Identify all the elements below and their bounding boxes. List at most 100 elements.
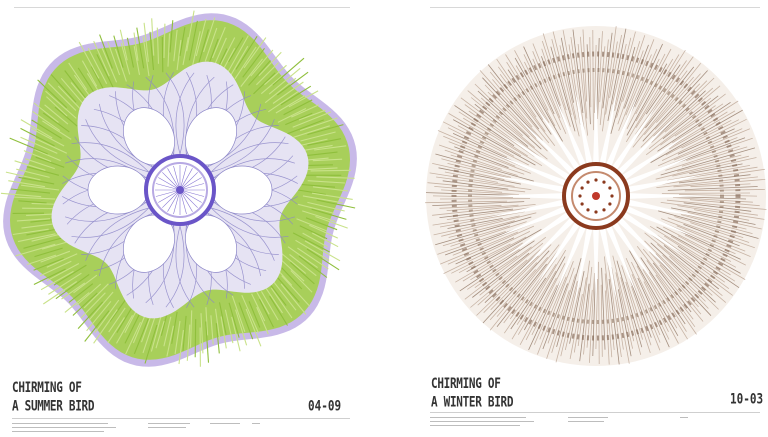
feather-stroke	[510, 277, 547, 330]
foliage-stroke	[289, 253, 317, 277]
foliage-stroke	[195, 18, 207, 57]
foliage-stroke	[200, 313, 204, 354]
foliage-stroke	[81, 60, 98, 87]
feather-stroke	[577, 44, 588, 136]
feather-stroke	[517, 270, 557, 335]
foliage-stroke	[276, 71, 309, 96]
foliage-stroke	[264, 77, 297, 104]
feather-stroke	[432, 163, 505, 181]
feather-stroke	[467, 255, 518, 290]
feather-stroke	[613, 284, 624, 350]
feather-stroke	[687, 211, 762, 230]
foliage-stroke	[96, 54, 115, 90]
foliage-stroke	[235, 309, 248, 346]
foliage-stroke	[31, 136, 68, 154]
white-ray	[624, 174, 706, 194]
feather-stroke	[665, 119, 732, 156]
feather-stroke	[660, 105, 716, 146]
foliage-stroke	[21, 184, 60, 191]
feather-stroke	[432, 201, 525, 206]
center-ray	[173, 189, 181, 215]
feather-stroke	[427, 182, 526, 193]
feather-stroke	[602, 26, 617, 132]
center-dot	[586, 208, 590, 212]
feather-stroke	[569, 271, 585, 344]
feather-stroke	[657, 235, 726, 283]
feather-stroke	[604, 256, 615, 350]
lace-branch	[85, 119, 149, 173]
foliage-stroke	[306, 248, 340, 271]
feather-stroke	[673, 128, 751, 161]
foliage-stroke	[205, 307, 209, 336]
foliage-stroke	[298, 255, 328, 278]
feather-stroke	[671, 207, 756, 225]
foliage-stroke	[33, 257, 64, 271]
feather-stroke	[636, 265, 679, 344]
feather-stroke	[626, 53, 666, 129]
feather-stroke	[599, 46, 606, 103]
feather-stroke	[689, 199, 760, 207]
foliage-stroke	[290, 270, 313, 293]
feather-stroke	[497, 66, 546, 132]
foliage-stroke	[33, 268, 66, 285]
feather-stroke	[589, 272, 595, 363]
center-ray	[173, 165, 181, 191]
feather-stroke	[507, 69, 552, 135]
foliage-stroke	[46, 253, 78, 268]
foliage-stroke	[197, 29, 209, 66]
lace-branch	[210, 142, 289, 173]
foliage-stroke	[267, 90, 299, 113]
white-ray	[615, 116, 676, 177]
feather-stroke	[663, 226, 732, 262]
foliage-stroke	[35, 156, 65, 168]
foliage-stroke	[234, 46, 257, 80]
center-ray	[179, 172, 198, 191]
foliage-stroke	[55, 273, 90, 300]
center-core-dot	[592, 192, 600, 200]
foliage-stroke	[227, 35, 249, 72]
feather-stroke	[439, 204, 502, 209]
poster-title: CHIRMING OF A SUMMER BIRD	[12, 378, 95, 416]
center-dots	[578, 178, 614, 214]
foliage-stroke	[260, 291, 279, 321]
foliage-stroke	[178, 329, 184, 365]
feather-stroke	[532, 58, 567, 135]
foliage-stroke	[290, 261, 315, 285]
feather-stroke	[654, 83, 701, 130]
center-dot	[594, 210, 598, 214]
feather-stroke	[537, 261, 574, 355]
foliage-stroke	[258, 298, 274, 328]
feather-stroke	[482, 250, 550, 324]
feather-stroke	[551, 39, 572, 115]
foliage-stroke	[311, 232, 339, 248]
center-inner-ring	[571, 171, 621, 221]
fine-print-line	[148, 427, 186, 428]
fine-print-line	[252, 423, 260, 424]
lace-branch	[165, 225, 185, 308]
feather-stroke	[432, 195, 514, 198]
feather-stroke	[599, 39, 609, 126]
foliage-stroke	[126, 37, 135, 68]
feather-stroke	[657, 243, 727, 303]
foliage-stroke	[297, 203, 335, 214]
feather-stroke	[580, 36, 588, 119]
feather-stroke	[542, 33, 567, 111]
feather-stroke	[635, 58, 674, 122]
center-ray	[167, 189, 181, 212]
foliage-stroke	[151, 18, 155, 56]
feather-stroke	[519, 277, 557, 345]
center-dot	[580, 202, 584, 206]
feather-stroke	[435, 153, 534, 182]
foliage-stroke	[42, 281, 78, 305]
feather-stroke	[457, 125, 515, 157]
foliage-stroke	[186, 10, 195, 52]
center-ray	[179, 168, 193, 191]
feather-stroke	[625, 257, 661, 336]
center-dot	[578, 194, 582, 198]
feather-stroke	[614, 31, 636, 112]
feather-stroke	[683, 202, 752, 212]
feather-stroke	[673, 179, 766, 188]
foliage-stroke	[150, 311, 163, 352]
foliage-stroke	[156, 27, 160, 64]
bottom-divider	[12, 418, 350, 419]
